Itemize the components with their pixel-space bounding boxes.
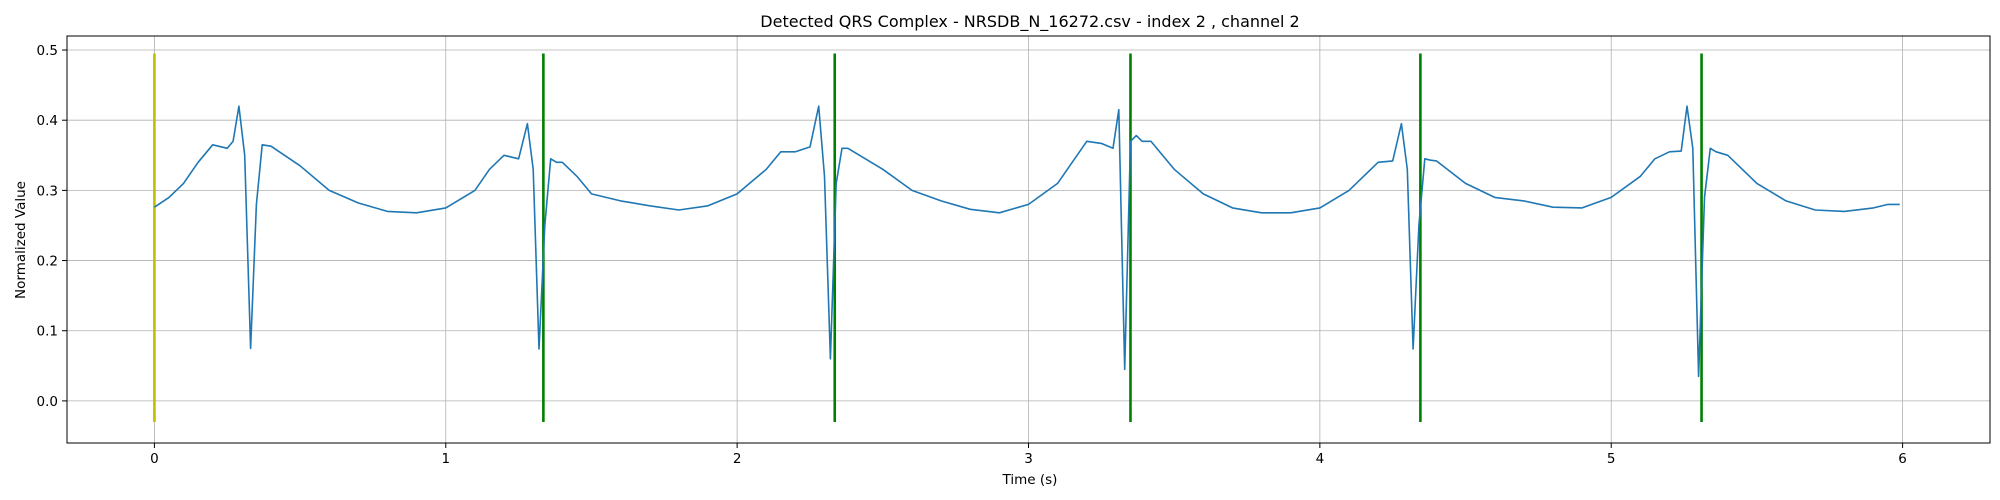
x-tick-label: 4 — [1316, 451, 1325, 467]
x-tick-label: 1 — [441, 451, 450, 467]
ecg-signal-line — [153, 105, 1900, 378]
y-tick-label: 0.1 — [37, 324, 58, 340]
axis-ticks: 0 1 2 3 4 5 6 0.0 0.1 0.2 0.3 0.4 0.5 — [37, 43, 1907, 467]
x-tick-label: 6 — [1898, 451, 1907, 467]
x-tick-label: 2 — [733, 451, 742, 467]
y-tick-label: 0.0 — [37, 394, 58, 410]
grid-lines — [67, 36, 1990, 443]
chart-title: Detected QRS Complex - NRSDB_N_16272.csv… — [760, 12, 1299, 32]
y-axis-label: Normalized Value — [13, 181, 29, 299]
y-tick-label: 0.3 — [37, 183, 58, 199]
x-axis-label: Time (s) — [1002, 472, 1058, 488]
x-tick-label: 0 — [150, 451, 159, 467]
x-tick-label: 3 — [1024, 451, 1033, 467]
y-tick-label: 0.4 — [37, 113, 58, 129]
y-tick-label: 0.5 — [37, 43, 58, 59]
x-tick-label: 5 — [1607, 451, 1616, 467]
signal-series — [153, 105, 1900, 378]
y-tick-label: 0.2 — [37, 254, 58, 270]
